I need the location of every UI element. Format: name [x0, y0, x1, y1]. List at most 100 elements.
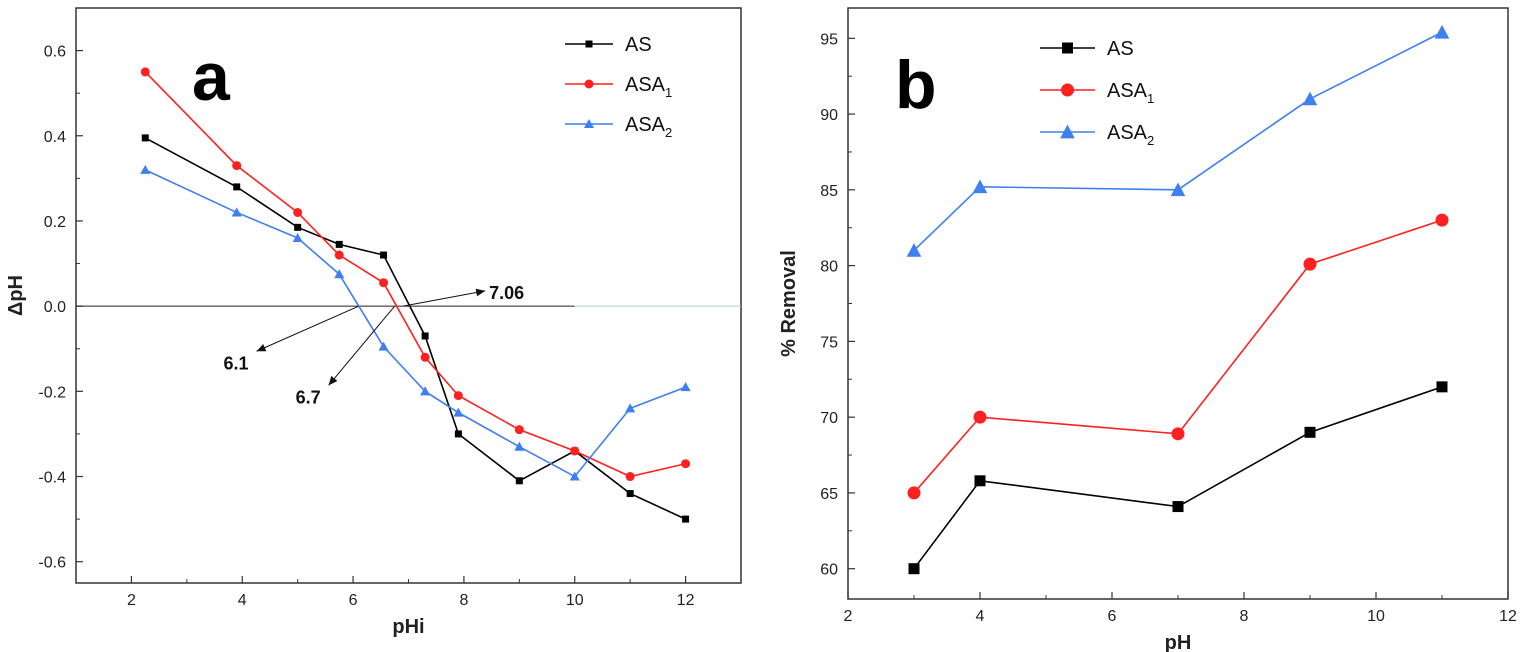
legend-marker: [583, 118, 595, 129]
legend-label-name: ASA: [625, 74, 666, 96]
legend-label: ASA2: [625, 114, 672, 140]
x-tick-label: 4: [976, 608, 985, 625]
legend-label-subscript: 2: [1147, 133, 1154, 148]
y-tick-label: 0.0: [44, 299, 66, 316]
panel-letter: a: [192, 39, 231, 115]
data-point-ASA1: [232, 161, 242, 171]
data-point-ASA1: [625, 472, 635, 482]
x-tick-label: 2: [127, 592, 136, 609]
data-point-ASA1: [907, 486, 921, 500]
y-tick-label: 80: [820, 259, 838, 276]
legend-marker: [1060, 124, 1075, 139]
series-line-ASA1: [913, 219, 1443, 494]
x-tick-label: 8: [1240, 608, 1249, 625]
data-point-AS: [1304, 426, 1316, 438]
x-tick-label: 2: [844, 608, 853, 625]
y-tick-label: -0.6: [38, 555, 66, 572]
data-point-ASA1: [379, 278, 389, 288]
x-tick-label: 10: [1367, 608, 1385, 625]
annotation-arrow: [256, 305, 359, 352]
y-axis-title: ΔpH: [5, 275, 27, 316]
legend-label: ASA1: [625, 74, 672, 100]
legend-label-name: ASA: [625, 114, 666, 136]
data-point-AS: [515, 477, 523, 485]
data-point-ASA2: [972, 179, 988, 194]
legend-label: ASA2: [1107, 122, 1154, 148]
data-point-ASA2: [680, 382, 691, 392]
series-line-ASA2: [144, 169, 686, 478]
annotation-arrow: [402, 288, 486, 307]
data-point-ASA1: [1171, 427, 1185, 441]
legend-label-subscript: 2: [665, 125, 672, 140]
y-tick-label: -0.2: [38, 384, 66, 401]
x-tick-label: 6: [349, 592, 358, 609]
data-point-ASA2: [569, 471, 580, 481]
data-point-AS: [380, 251, 388, 259]
y-tick-label: 65: [820, 486, 838, 503]
y-tick-label: 85: [820, 183, 838, 200]
y-tick-label: 70: [820, 410, 838, 427]
data-point-ASA1: [140, 67, 150, 77]
legend-marker: [1062, 42, 1073, 54]
data-point-AS: [454, 430, 462, 438]
y-tick-label: 0.4: [44, 129, 66, 146]
data-point-ASA2: [625, 403, 636, 413]
data-point-ASA2: [420, 386, 431, 396]
data-point-ASA2: [1434, 24, 1450, 39]
legend-label-name: ASA: [1107, 122, 1148, 144]
legend-label-subscript: 1: [1147, 91, 1154, 106]
x-tick-label: 12: [677, 592, 695, 609]
data-point-ASA2: [140, 164, 151, 174]
x-tick-label: 4: [238, 592, 247, 609]
data-point-AS: [1172, 501, 1184, 513]
annotation-arrow: [328, 305, 396, 386]
data-point-ASA1: [453, 391, 463, 401]
legend-label-name: ASA: [1107, 80, 1148, 102]
x-axis-title: pH: [1165, 632, 1192, 652]
data-point-AS: [233, 183, 241, 191]
series-line-ASA1: [144, 71, 686, 478]
data-point-AS: [335, 240, 343, 248]
data-point-ASA2: [453, 407, 464, 417]
data-point-ASA1: [334, 250, 344, 260]
data-point-AS: [682, 515, 690, 523]
panel-letter: b: [895, 47, 937, 123]
y-tick-label: 0.2: [44, 214, 66, 231]
data-point-AS: [626, 490, 634, 498]
annotation-label: 7.06: [489, 283, 524, 303]
x-tick-label: 10: [566, 592, 584, 609]
series-line-ASA2: [913, 31, 1443, 252]
legend-marker: [585, 40, 593, 48]
data-point-ASA2: [906, 243, 922, 257]
series-line-AS: [144, 137, 686, 520]
data-point-AS: [908, 563, 920, 575]
y-tick-label: -0.4: [38, 470, 66, 487]
data-point-ASA1: [293, 207, 303, 217]
annotation-label: 6.7: [296, 387, 321, 407]
data-point-ASA1: [420, 352, 430, 362]
legend-label-name: AS: [625, 34, 652, 56]
data-point-ASA1: [570, 446, 580, 456]
y-tick-label: 0.6: [44, 44, 66, 61]
x-tick-label: 12: [1499, 608, 1517, 625]
y-axis-title: % Removal: [778, 250, 800, 357]
data-point-AS: [974, 475, 986, 487]
x-axis-title: pHi: [392, 616, 424, 638]
y-tick-label: 95: [820, 31, 838, 48]
data-point-AS: [294, 223, 302, 231]
series-line-AS: [913, 386, 1443, 570]
legend-label: AS: [1107, 38, 1134, 60]
y-tick-label: 75: [820, 334, 838, 351]
data-point-ASA2: [334, 269, 345, 279]
data-point-ASA2: [1302, 91, 1318, 106]
data-point-ASA1: [973, 410, 987, 424]
legend-label: ASA1: [1107, 80, 1154, 106]
y-tick-label: 90: [820, 107, 838, 124]
legend-label-name: AS: [1107, 38, 1134, 60]
data-point-AS: [421, 332, 429, 340]
